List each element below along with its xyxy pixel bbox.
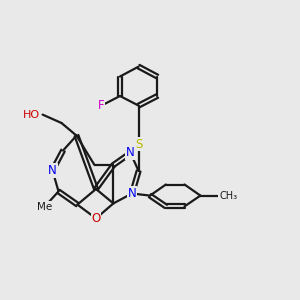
Text: CH₃: CH₃	[219, 190, 237, 201]
Text: S: S	[135, 137, 142, 151]
Text: HO: HO	[22, 110, 40, 120]
Text: N: N	[126, 146, 135, 160]
Text: Me: Me	[37, 202, 52, 212]
Text: O: O	[92, 212, 100, 225]
Text: F: F	[98, 99, 105, 112]
Text: N: N	[48, 164, 57, 177]
Text: N: N	[128, 187, 136, 200]
